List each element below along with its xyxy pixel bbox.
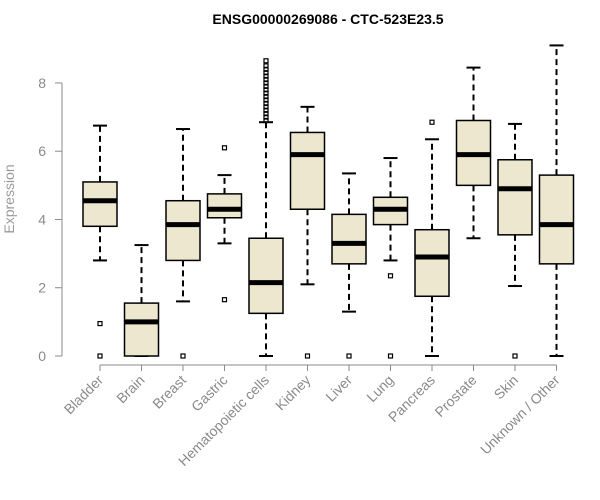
box bbox=[331, 213, 367, 265]
outlier-point bbox=[387, 353, 394, 359]
outlier-point bbox=[180, 353, 186, 359]
outlier-point bbox=[304, 353, 311, 359]
outlier-point bbox=[429, 119, 435, 125]
box bbox=[165, 199, 201, 262]
outlier-point bbox=[387, 273, 394, 279]
box bbox=[248, 237, 284, 315]
box bbox=[82, 181, 118, 228]
y-tick-label: 2 bbox=[38, 280, 46, 296]
box-group bbox=[289, 105, 326, 359]
box-group bbox=[538, 44, 575, 357]
y-axis-label: Expression bbox=[1, 164, 17, 233]
box-group bbox=[165, 128, 201, 359]
box bbox=[497, 159, 533, 236]
x-tick-label: Prostate bbox=[431, 372, 479, 420]
y-axis: 0 2 4 6 8 bbox=[38, 75, 63, 364]
plot-area bbox=[82, 44, 575, 359]
x-tick-label: Kidney bbox=[272, 372, 314, 414]
x-tick-label: Liver bbox=[322, 372, 355, 405]
outlier-point bbox=[221, 145, 228, 151]
outlier-point bbox=[97, 353, 103, 359]
box bbox=[414, 228, 450, 298]
box bbox=[123, 302, 160, 357]
chart-title: ENSG00000269086 - CTC-523E23.5 bbox=[212, 11, 443, 27]
box bbox=[289, 131, 326, 210]
box-group bbox=[497, 122, 533, 359]
box-group bbox=[82, 124, 118, 359]
box-group bbox=[414, 119, 450, 357]
outlier-point bbox=[221, 297, 228, 303]
x-tick-label: Brain bbox=[113, 372, 147, 406]
outlier-point bbox=[346, 353, 352, 359]
y-tick-label: 6 bbox=[38, 143, 46, 159]
x-tick-label: Unknown / Other bbox=[477, 372, 563, 458]
outlier-point bbox=[263, 63, 269, 69]
box-group bbox=[331, 172, 367, 359]
x-tick-label: Breast bbox=[149, 372, 189, 412]
y-tick-label: 4 bbox=[38, 211, 46, 227]
x-tick-label: Lung bbox=[363, 372, 396, 405]
outlier-point bbox=[263, 58, 269, 64]
x-tick-label: Bladder bbox=[61, 372, 107, 418]
box-group bbox=[123, 244, 160, 357]
box-group bbox=[206, 145, 243, 303]
box bbox=[538, 174, 575, 265]
outlier-point bbox=[512, 353, 518, 359]
y-tick-label: 0 bbox=[38, 348, 46, 364]
box bbox=[206, 193, 243, 219]
box-group bbox=[455, 66, 492, 240]
y-tick-label: 8 bbox=[38, 75, 46, 91]
outlier-point bbox=[97, 320, 103, 327]
box-group bbox=[248, 58, 284, 357]
box-group bbox=[372, 157, 409, 359]
x-tick-label: Skin bbox=[491, 372, 522, 403]
